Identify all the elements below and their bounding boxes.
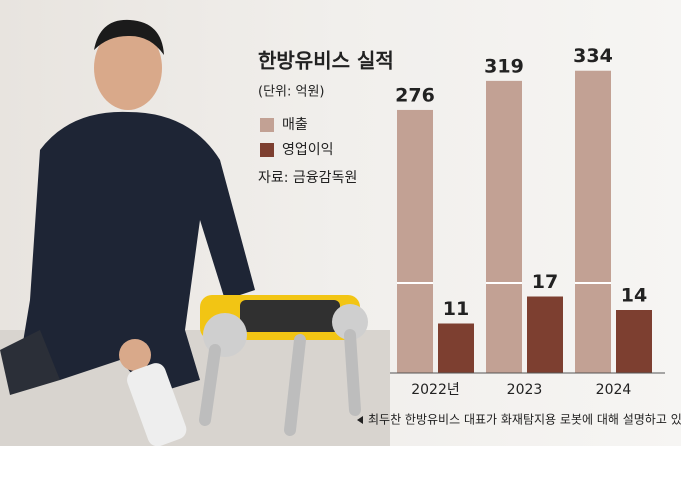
bar [575, 70, 611, 374]
value-label: 334 [573, 45, 613, 67]
legend-label: 영업이익 [282, 142, 334, 158]
bar [486, 80, 522, 373]
photo-robot [199, 295, 368, 436]
legend-label: 매출 [282, 117, 308, 133]
chart-subtitle: (단위: 억원) [258, 85, 325, 100]
value-label: 319 [484, 55, 524, 77]
photo-person [0, 19, 255, 447]
bar [397, 109, 433, 373]
legend-swatch [260, 118, 274, 132]
caption: 최두찬 한방유비스 대표가 화재탐지용 로봇에 대해 설명하고 있다 [368, 412, 681, 427]
bar [438, 323, 474, 373]
bar [527, 296, 563, 373]
value-label: 17 [532, 271, 558, 293]
value-label: 11 [443, 298, 469, 320]
bottom-strip [0, 446, 681, 478]
source: 자료: 금융감독원 [258, 170, 357, 186]
x-tick-label: 2022년 [411, 382, 460, 398]
caption-marker [357, 416, 363, 424]
chart-title: 한방유비스 실적 [258, 49, 394, 73]
x-tick-label: 2023 [507, 382, 543, 398]
bar [616, 310, 652, 373]
legend-swatch [260, 143, 274, 157]
value-label: 276 [395, 84, 435, 106]
x-tick-label: 2024 [596, 382, 632, 398]
value-label: 14 [621, 285, 647, 307]
